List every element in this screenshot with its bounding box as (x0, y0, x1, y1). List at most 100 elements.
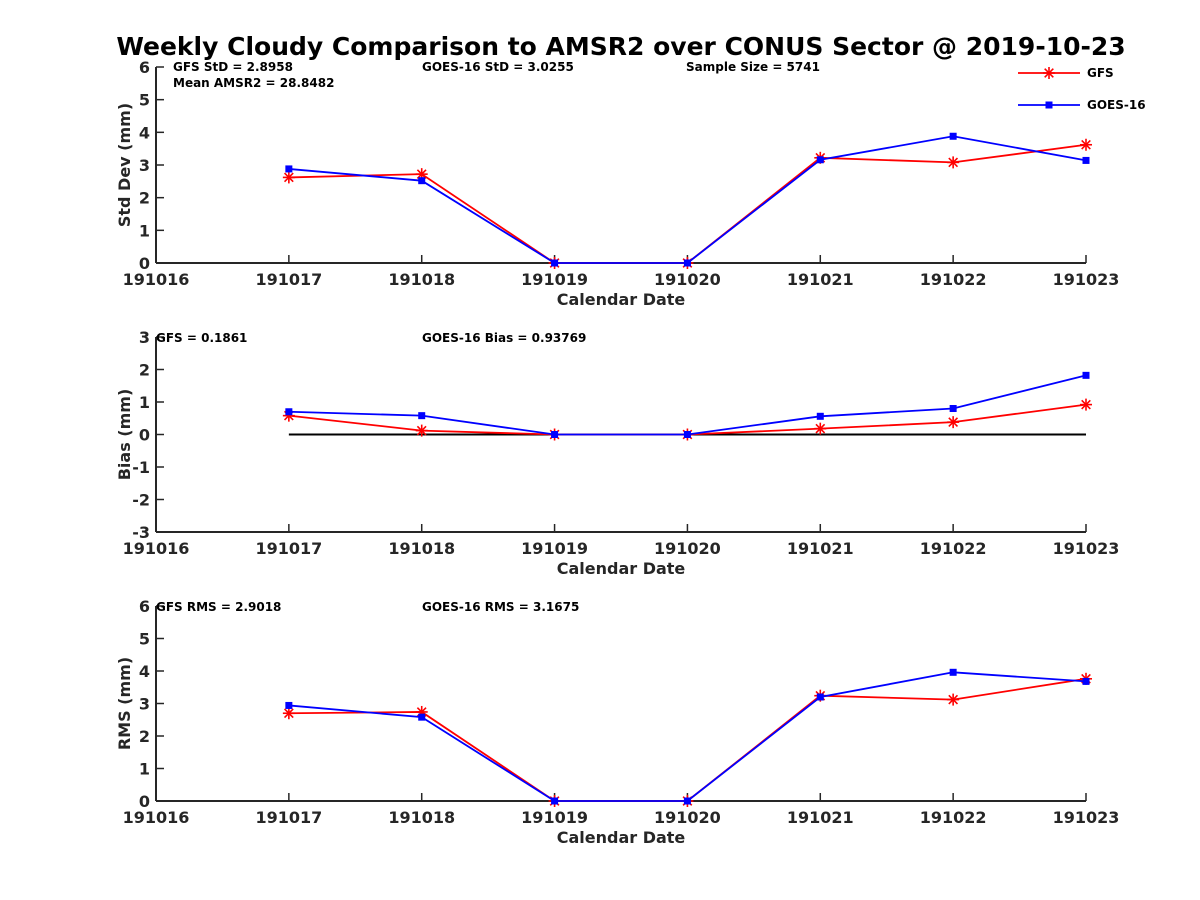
y-tick-label: 2 (139, 189, 150, 208)
y-axis-label: RMS (mm) (115, 657, 134, 750)
data-point-goes-16 (1082, 677, 1090, 685)
x-tick-label: 191017 (255, 539, 322, 558)
x-tick-label: 191016 (123, 808, 190, 827)
x-tick-label: 191022 (920, 539, 987, 558)
y-tick-label: 2 (139, 727, 150, 746)
y-axis-label: Std Dev (mm) (115, 103, 134, 227)
x-tick-label: 191018 (388, 808, 455, 827)
data-point-goes-16 (683, 797, 691, 805)
data-point-goes-16 (816, 693, 824, 701)
annotation-text: GOES-16 StD = 3.0255 (422, 60, 574, 74)
y-tick-label: 3 (139, 156, 150, 175)
y-tick-label: -3 (132, 523, 150, 542)
x-tick-label: 191019 (521, 539, 588, 558)
data-point-gfs (415, 424, 428, 437)
data-point-goes-16 (949, 132, 957, 140)
data-point-goes-16 (683, 431, 691, 438)
x-tick-label: 191019 (521, 270, 588, 289)
y-tick-label: 2 (139, 361, 150, 380)
data-point-gfs (947, 416, 960, 429)
x-tick-label: 191023 (1053, 270, 1120, 289)
annotation-text: Sample Size = 5741 (686, 60, 820, 74)
x-axis-label: Calendar Date (557, 559, 686, 578)
data-point-goes-16 (418, 412, 426, 420)
x-tick-label: 191020 (654, 270, 721, 289)
x-tick-label: 191023 (1053, 539, 1120, 558)
x-tick-label: 191017 (255, 808, 322, 827)
y-tick-label: 3 (139, 328, 150, 347)
data-point-goes-16 (551, 797, 559, 805)
data-point-gfs (814, 422, 827, 435)
annotation-text: GOES-16 RMS = 3.1675 (422, 600, 579, 614)
data-point-goes-16 (816, 412, 824, 420)
panel-3: 191016 191017 191018 191019 191020 191021 1910… (115, 597, 1119, 847)
data-point-goes-16 (551, 259, 559, 267)
legend-marker-goes-16 (1045, 101, 1053, 109)
x-tick-label: 191018 (388, 270, 455, 289)
legend: GFS GOES-16 (1018, 66, 1146, 112)
y-tick-label: 4 (139, 123, 150, 142)
y-tick-label: 3 (139, 695, 150, 714)
data-point-goes-16 (285, 408, 293, 416)
x-tick-label: 191021 (787, 808, 854, 827)
annotation-text: Mean AMSR2 = 28.8482 (173, 76, 334, 90)
y-tick-label: 1 (139, 393, 150, 412)
annotation-text: GOES-16 Bias = 0.93769 (422, 331, 586, 345)
legend-label-gfs: GFS (1087, 66, 1114, 80)
data-point-goes-16 (1082, 371, 1090, 379)
data-point-gfs (947, 156, 960, 169)
data-point-goes-16 (1082, 156, 1090, 164)
data-point-gfs (1080, 138, 1092, 151)
y-tick-label: 6 (139, 597, 150, 616)
x-tick-label: 191018 (388, 539, 455, 558)
data-point-goes-16 (285, 165, 293, 173)
data-point-gfs (1080, 398, 1092, 411)
data-point-goes-16 (949, 668, 957, 676)
x-tick-label: 191021 (787, 539, 854, 558)
annotation-text: GFS = 0.1861 (156, 331, 247, 345)
data-point-goes-16 (683, 259, 691, 267)
y-axis-label: Bias (mm) (115, 389, 134, 481)
data-point-gfs (947, 693, 960, 706)
chart-title: Weekly Cloudy Comparison to AMSR2 over C… (116, 32, 1125, 61)
x-axis-label: Calendar Date (557, 828, 686, 847)
data-point-goes-16 (418, 713, 426, 721)
y-tick-label: 1 (139, 760, 150, 779)
data-point-gfs (282, 171, 295, 184)
data-point-goes-16 (816, 156, 824, 164)
legend-marker-gfs (1043, 67, 1055, 79)
data-point-goes-16 (418, 177, 426, 185)
x-tick-label: 191019 (521, 808, 588, 827)
y-tick-label: 5 (139, 630, 150, 649)
x-tick-label: 191022 (920, 808, 987, 827)
panel-1: 191016 191017 191018 191019 191020 191021 1910… (115, 58, 1146, 309)
y-tick-label: 4 (139, 662, 150, 681)
x-tick-label: 191020 (654, 808, 721, 827)
x-tick-label: 191022 (920, 270, 987, 289)
data-point-goes-16 (551, 431, 559, 438)
annotation-text: GFS RMS = 2.9018 (156, 600, 281, 614)
y-tick-label: 0 (139, 426, 150, 445)
legend-label-goes-16: GOES-16 (1087, 98, 1146, 112)
x-tick-label: 191023 (1053, 808, 1120, 827)
y-tick-label: 1 (139, 221, 150, 240)
x-tick-label: 191021 (787, 270, 854, 289)
y-tick-label: -2 (132, 491, 150, 510)
annotation-text: GFS StD = 2.8958 (173, 60, 293, 74)
x-axis-label: Calendar Date (557, 290, 686, 309)
data-point-goes-16 (285, 701, 293, 709)
y-tick-label: 6 (139, 58, 150, 77)
data-point-gfs (282, 707, 295, 720)
data-point-goes-16 (949, 405, 957, 412)
x-tick-label: 191016 (123, 270, 190, 289)
y-tick-label: 5 (139, 91, 150, 110)
x-tick-label: 191016 (123, 539, 190, 558)
y-tick-label: -1 (132, 458, 150, 477)
x-tick-label: 191017 (255, 270, 322, 289)
y-tick-label: 0 (139, 792, 150, 811)
y-tick-label: 0 (139, 254, 150, 273)
panel-2: 191016 191017 191018 191019 191020 191021 1910… (115, 328, 1119, 578)
x-tick-label: 191020 (654, 539, 721, 558)
